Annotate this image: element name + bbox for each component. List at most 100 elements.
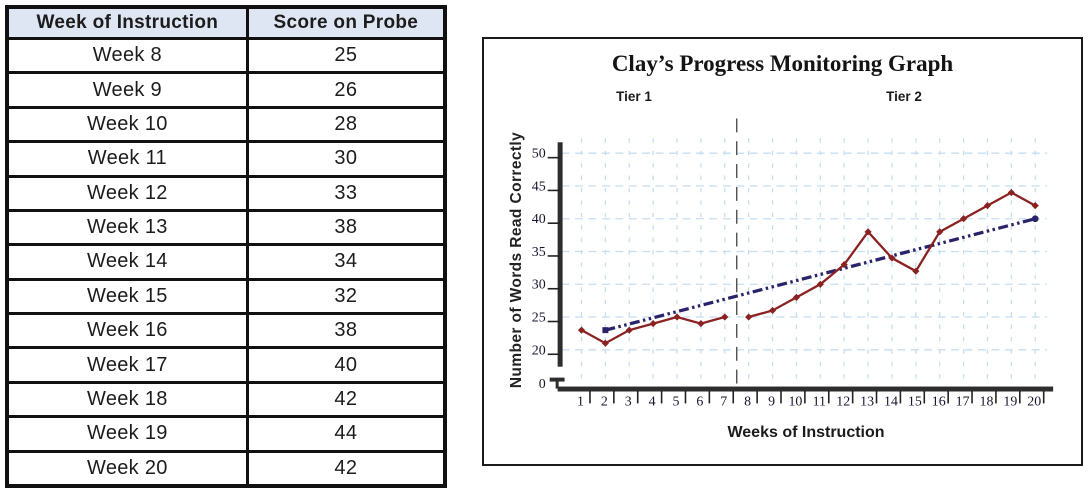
tier1-label: Tier 1: [616, 89, 652, 104]
aimline: [604, 217, 1036, 332]
data-point-marker: [864, 228, 872, 236]
table-row: Week 18 42: [5, 380, 447, 419]
table-row: Week 12 33: [5, 174, 447, 212]
x-tick-label: 18: [980, 394, 994, 409]
data-point-marker: [768, 306, 777, 315]
chart-title: Clay’s Progress Monitoring Graph: [611, 51, 954, 76]
y-tick-label: 30: [532, 278, 546, 293]
table-body: Week 8 25 Week 9 26 Week 10 28 Week 11 30 Week 1…: [5, 36, 447, 488]
table-row: Week 13 38: [5, 208, 447, 247]
data-point-marker: [888, 254, 896, 262]
x-tick-label: 12: [836, 394, 850, 409]
x-tick-label: 13: [860, 394, 874, 409]
week-cell: Week 14: [5, 243, 249, 281]
table-header-row: Week of Instruction Score on Probe: [5, 5, 447, 40]
aimline-end-marker: [1031, 215, 1039, 223]
week-cell: Week 12: [5, 174, 249, 212]
x-axis-title: Weeks of Instruction: [727, 424, 885, 441]
table-row: Week 11 30: [5, 140, 447, 178]
scores-table: Week of Instruction Score on Probe Week …: [5, 5, 447, 488]
x-tick-label: 20: [1027, 394, 1041, 409]
week-cell: Week 17: [5, 346, 249, 384]
score-cell: 40: [245, 346, 447, 384]
x-tick-label: 7: [720, 394, 727, 409]
y-tick-label: 45: [532, 179, 546, 194]
week-cell: Week 16: [5, 311, 249, 350]
table-row: Week 14 34: [5, 243, 447, 281]
data-point-marker: [1031, 202, 1039, 210]
data-point-marker: [912, 267, 920, 275]
data-point-marker: [649, 320, 657, 328]
data-point-marker: [840, 261, 848, 269]
x-tick-label: 19: [1003, 394, 1017, 409]
score-cell: 32: [245, 277, 447, 316]
x-tick-label: 4: [649, 394, 656, 409]
y-tick-label: 25: [532, 311, 546, 326]
data-point-marker: [577, 326, 586, 334]
week-cell: Week 9: [5, 71, 249, 109]
data-point-marker: [673, 313, 681, 321]
score-cell: 26: [245, 71, 447, 109]
table-row: Week 20 42: [5, 449, 447, 488]
score-cell: 38: [245, 208, 447, 247]
data-point-marker: [625, 326, 633, 334]
data-point-marker: [960, 215, 968, 223]
score-cell: 33: [245, 174, 447, 212]
table-row: Week 19 44: [5, 415, 447, 453]
y-tick-label: 40: [532, 212, 546, 227]
week-cell: Week 8: [5, 36, 249, 75]
x-tick-label: 8: [744, 394, 751, 409]
x-tick-label: 3: [625, 394, 632, 409]
data-point-marker: [601, 339, 609, 347]
data-point-marker: [936, 228, 944, 236]
y-axis-bar: [557, 142, 563, 367]
data-point-marker: [983, 202, 992, 210]
score-cell: 25: [245, 36, 447, 75]
x-tick-label: 14: [884, 394, 898, 409]
table-row: Week 8 25: [5, 36, 447, 75]
table-row: Week 9 26: [5, 71, 447, 109]
data-point-marker: [792, 293, 801, 301]
progress-chart-panel: 0 20 25 30 35 40 45 50 1 2 3 4 5 6 7 8 9 10 11 12 13 14 15 16 17…: [482, 37, 1083, 466]
x-tick-label: 9: [768, 394, 775, 409]
x-tick-label: 2: [601, 394, 608, 409]
data-point-marker: [816, 280, 824, 288]
score-cell: 42: [245, 380, 447, 419]
score-cell: 30: [245, 140, 447, 178]
week-cell: Week 13: [5, 208, 249, 247]
x-tick-label: 17: [956, 394, 970, 409]
table-row: Week 15 32: [5, 277, 447, 316]
table-row: Week 17 40: [5, 346, 447, 384]
week-cell: Week 10: [5, 105, 249, 144]
y-tick-label: 0: [539, 377, 546, 392]
table-row: Week 16 38: [5, 311, 447, 350]
x-tick-label: 6: [696, 394, 703, 409]
table-header-score: Score on Probe: [245, 5, 447, 40]
aimline-start-marker: [602, 327, 609, 334]
y-tick-label: 20: [532, 343, 546, 358]
x-axis-bar: [557, 386, 1054, 392]
x-tick-label: 15: [908, 394, 922, 409]
x-tick-label: 11: [813, 394, 826, 409]
y-axis-title: Number of Words Read Correctly: [508, 131, 525, 389]
week-cell: Week 18: [5, 380, 249, 419]
x-tick-label: 10: [788, 394, 802, 409]
data-point-marker: [721, 313, 729, 321]
y-tick-label: 50: [532, 147, 546, 162]
score-cell: 42: [245, 449, 447, 488]
x-tick-label: 5: [673, 394, 680, 409]
score-cell: 28: [245, 105, 447, 144]
week-cell: Week 19: [5, 415, 249, 453]
table-row: Week 10 28: [5, 105, 447, 144]
week-cell: Week 20: [5, 449, 249, 488]
x-tick-label: 1: [577, 394, 584, 409]
week-cell: Week 11: [5, 140, 249, 178]
y-tick-label: 35: [532, 245, 546, 260]
data-point-marker: [697, 320, 705, 328]
tier2-label: Tier 2: [886, 89, 922, 104]
score-cell: 34: [245, 243, 447, 281]
score-cell: 44: [245, 415, 447, 453]
score-cell: 38: [245, 311, 447, 350]
